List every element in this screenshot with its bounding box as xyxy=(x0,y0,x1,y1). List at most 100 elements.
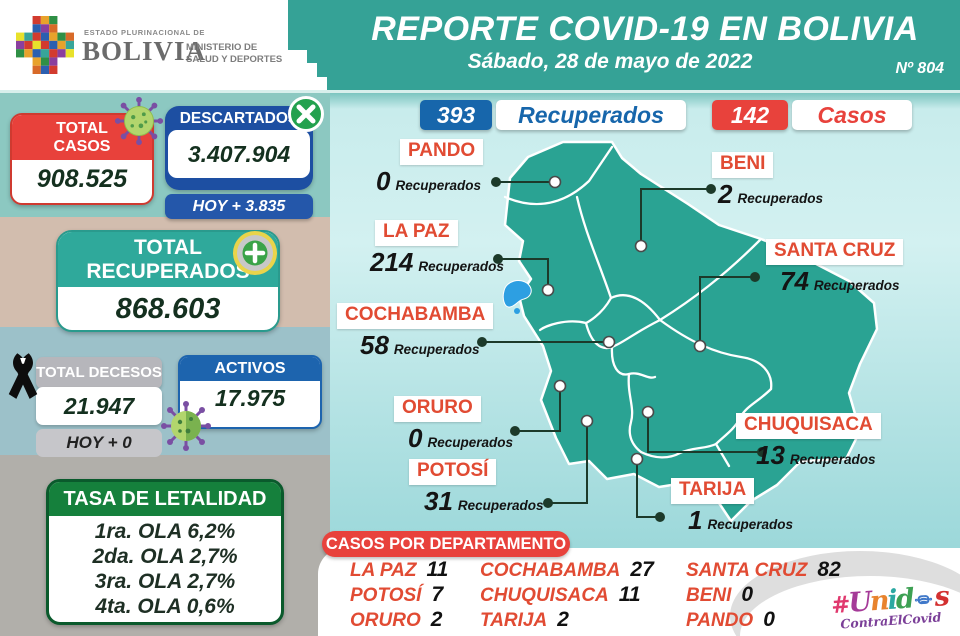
casos-label-badge: Casos xyxy=(792,100,912,130)
dept-recovered-value: 58 xyxy=(360,330,389,360)
logo-country-text: BOLIVIA xyxy=(82,36,207,66)
logo-step-shape xyxy=(317,77,327,90)
tasa-row-3: 3ra. OLA 2,7% xyxy=(94,570,236,593)
dept-recovered-unit: Recuperados xyxy=(813,278,900,293)
table-row: TARIJA 2 xyxy=(480,608,569,631)
activos-header: ACTIVOS xyxy=(180,357,320,381)
logo-step-shape xyxy=(307,63,317,90)
dept-name-chip: CHUQUISACA xyxy=(736,413,881,439)
dept-recovered-value: 2 xyxy=(718,179,733,209)
dept-recovered-unit: Recuperados xyxy=(418,259,504,274)
lake-titicaca xyxy=(502,280,532,308)
table-row: BENI 0 xyxy=(686,583,754,606)
casos-table-column-1: LA PAZ 11 POTOSÍ 7 ORURO 2 xyxy=(350,558,448,633)
dept-name-chip: ORURO xyxy=(394,396,481,422)
dept-recovered-unit: Recuperados xyxy=(737,191,823,206)
dept-recovered-value: 31 xyxy=(424,486,453,516)
header-separator xyxy=(0,90,960,93)
table-row: POTOSÍ 7 xyxy=(350,583,444,606)
logo-ministry-text: MINISTERIO DE SALUD Y DEPORTES xyxy=(186,42,283,65)
dept-label-chuquisaca: CHUQUISACA 13 Recuperados xyxy=(736,413,881,471)
plus-icon xyxy=(233,231,277,275)
header: REPORTE COVID-19 EN BOLIVIA Sábado, 28 d… xyxy=(0,0,960,90)
recuperados-label-badge: Recuperados xyxy=(496,100,686,130)
descartados-value: 3.407.904 xyxy=(168,130,310,178)
descartados-today-pill: HOY + 3.835 xyxy=(165,194,313,219)
dept-label-santa-cruz: SANTA CRUZ 74 Recuperados xyxy=(766,239,904,297)
dept-label-tarija: TARIJA 1 Recuperados xyxy=(671,478,793,536)
dept-name-chip: POTOSÍ xyxy=(409,459,497,485)
page-title: REPORTE COVID-19 EN BOLIVIA xyxy=(371,10,919,48)
dept-name-chip: COCHABAMBA xyxy=(337,303,494,329)
virus-icon xyxy=(114,96,164,146)
table-row: SANTA CRUZ 82 xyxy=(686,558,841,581)
dept-name-chip: BENI xyxy=(712,152,774,178)
casos-table-column-2: COCHABAMBA 27 CHUQUISACA 11 TARIJA 2 xyxy=(480,558,654,633)
casos-table-title: CASOS POR DEPARTAMENTO xyxy=(322,531,570,557)
table-row: ORURO 2 xyxy=(350,608,443,631)
dept-name-chip: PANDO xyxy=(400,139,484,165)
tasa-row-2: 2da. OLA 2,7% xyxy=(92,545,238,568)
dept-name-chip: LA PAZ xyxy=(375,220,458,246)
dept-recovered-value: 0 xyxy=(408,423,423,453)
table-row: COCHABAMBA 27 xyxy=(480,558,654,581)
total-casos-value: 908.525 xyxy=(36,165,128,193)
chakana-logo-icon xyxy=(16,16,74,74)
descartados-card: DESCARTADOS 3.407.904 xyxy=(165,106,313,190)
dept-recovered-value: 74 xyxy=(780,266,809,296)
dept-recovered-value: 0 xyxy=(376,166,391,196)
logo-step-shape xyxy=(288,50,307,90)
decesos-today-pill: HOY + 0 xyxy=(36,429,162,457)
tasa-row-1: 1ra. OLA 6,2% xyxy=(94,520,236,543)
total-recuperados-value: 868.603 xyxy=(115,293,221,325)
dept-label-la-paz: LA PAZ 214 Recuperados xyxy=(370,220,504,278)
total-casos-card: TOTAL CASOS 908.525 xyxy=(10,113,154,205)
dept-recovered-unit: Recuperados xyxy=(707,517,793,532)
descartados-header: DESCARTADOS xyxy=(179,110,299,127)
leader-label-dots xyxy=(477,177,767,522)
dept-recovered-unit: Recuperados xyxy=(789,452,876,467)
unidos-campaign-logo: #Unid s ContraElCovid xyxy=(825,580,955,633)
table-row: PANDO 0 xyxy=(686,608,775,631)
virus-icon xyxy=(161,401,211,451)
casos-table-column-3: SANTA CRUZ 82 BENI 0 PANDO 0 xyxy=(686,558,841,633)
dept-recovered-value: 13 xyxy=(756,440,785,470)
tasa-letalidad-header: TASA DE LETALIDAD xyxy=(49,482,281,516)
logo-estado-text: ESTADO PLURINACIONAL DE xyxy=(84,28,206,37)
tasa-letalidad-card: TASA DE LETALIDAD 1ra. OLA 6,2% 2da. OLA… xyxy=(46,479,284,625)
table-row: LA PAZ 11 xyxy=(350,558,449,581)
dept-label-pando: PANDO 0 Recuperados xyxy=(376,139,484,197)
total-decesos-value: 21.947 xyxy=(36,387,162,425)
campaign-hash: # xyxy=(830,590,850,620)
casos-table-panel: CASOS POR DEPARTAMENTO LA PAZ 11 POTOSÍ 7 … xyxy=(318,531,960,636)
recuperados-count-badge: 393 xyxy=(420,100,492,130)
dept-label-oruro: ORURO 0 Recuperados xyxy=(394,396,513,454)
dept-name-chip: SANTA CRUZ xyxy=(766,239,904,265)
casos-count-badge: 142 xyxy=(712,100,788,130)
dept-label-beni: BENI 2 Recuperados xyxy=(712,152,823,210)
dept-label-cochabamba: COCHABAMBA 58 Recuperados xyxy=(337,303,494,361)
activos-card: ACTIVOS 17.975 xyxy=(178,355,322,429)
report-date: Sábado, 28 de mayo de 2022 xyxy=(467,50,753,73)
dept-recovered-value: 1 xyxy=(688,505,703,535)
dept-recovered-unit: Recuperados xyxy=(395,178,481,193)
campaign-letter: s xyxy=(933,580,949,613)
activos-value: 17.975 xyxy=(214,385,286,411)
dept-label-potosi: POTOSÍ 31 Recuperados xyxy=(409,459,543,517)
mourning-ribbon-icon xyxy=(8,353,38,399)
dept-recovered-unit: Recuperados xyxy=(457,498,544,513)
table-row: CHUQUISACA 11 xyxy=(480,583,641,606)
lake-poopo xyxy=(514,308,520,314)
dept-recovered-unit: Recuperados xyxy=(393,342,480,357)
department-marker-dots xyxy=(541,175,707,466)
total-decesos-header: TOTAL DECESOS xyxy=(36,357,162,389)
report-number: Nº 804 xyxy=(895,60,944,77)
dept-recovered-unit: Recuperados xyxy=(427,435,513,450)
leader-lines xyxy=(482,181,762,518)
ministry-logo-area: ESTADO PLURINACIONAL DE BOLIVIA MINISTER… xyxy=(0,0,288,90)
face-mask-icon xyxy=(915,595,933,605)
discarded-x-icon xyxy=(288,96,324,132)
dept-name-chip: TARIJA xyxy=(671,478,755,504)
tasa-row-4: 4ta. OLA 0,6% xyxy=(95,595,235,618)
